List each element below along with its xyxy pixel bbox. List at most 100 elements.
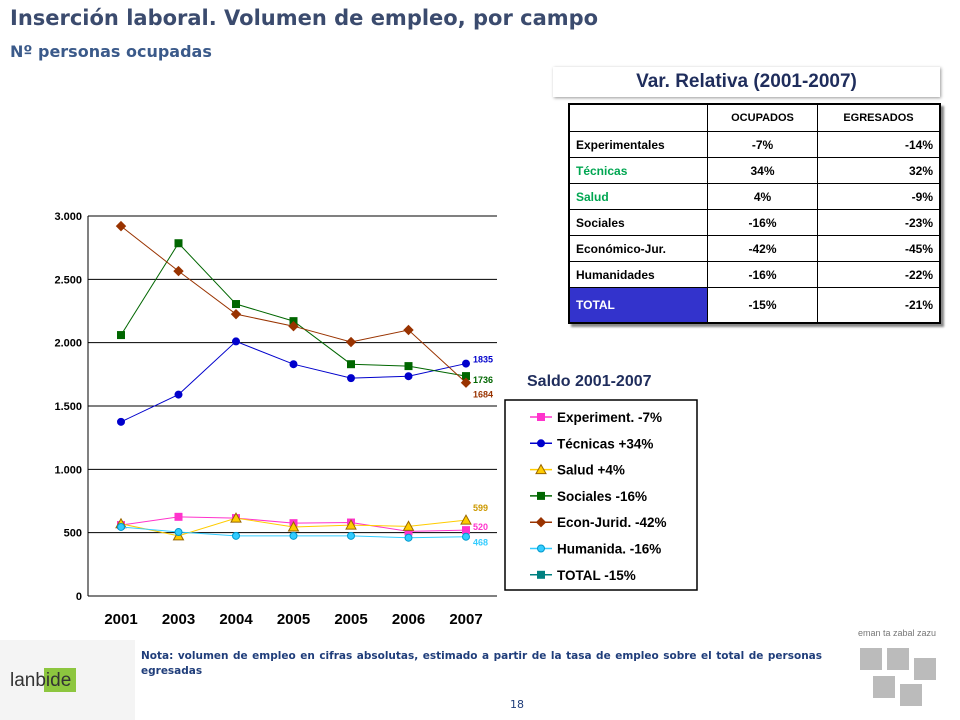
table-cell: Experimentales (568, 131, 708, 158)
table-cell: -15% (707, 287, 818, 324)
table-cell (568, 103, 708, 132)
legend-box (504, 399, 698, 591)
table-cell: -21% (817, 287, 941, 324)
marker (172, 529, 185, 541)
marker (347, 374, 355, 383)
table-cell: Técnicas (568, 157, 708, 184)
table-cell: -22% (817, 261, 941, 288)
x-tick-label: 2004 (219, 611, 253, 628)
series-line (120, 526, 467, 539)
table-cell: Salud (568, 183, 708, 210)
legend-label: TOTAL -15% (557, 568, 636, 583)
marker (404, 362, 413, 371)
marker (173, 265, 184, 277)
marker (462, 532, 470, 541)
table-title: Var. Relativa (2001-2007) (553, 67, 940, 97)
marker (232, 300, 240, 309)
table-row: Salud 4% -9% (568, 183, 941, 210)
marker (115, 517, 127, 529)
marker (289, 531, 298, 540)
table-cell: 4% (707, 183, 818, 210)
table-row: OCUPADOS EGRESADOS (568, 103, 941, 132)
marker (537, 570, 545, 579)
marker (402, 520, 415, 531)
marker (288, 320, 299, 332)
table-row: Sociales -16% -23% (568, 209, 941, 236)
end-label: 1684 (473, 390, 493, 400)
end-label: 1736 (473, 375, 493, 385)
marker (347, 518, 355, 527)
table-row: TOTAL -15% -21% (568, 287, 941, 324)
table-cell: Económico-Jur. (568, 235, 708, 262)
lanbide-logo: lanbide (0, 640, 135, 720)
table-cell: -16% (707, 209, 818, 236)
footnote: Nota: volumen de empleo en cifras absolu… (135, 645, 828, 685)
marker (232, 531, 240, 540)
marker (232, 337, 240, 346)
variation-table: OCUPADOS EGRESADOS Experimentales -7% -14% Té… (568, 103, 941, 324)
series-line (120, 516, 467, 532)
series-line (120, 517, 467, 537)
table-row: Técnicas 34% 32% (568, 157, 941, 184)
logo-accent (44, 668, 76, 692)
end-label: 468 (473, 538, 488, 548)
tagline: eman ta zabal zazu (858, 628, 937, 638)
table-cell: Sociales (568, 209, 708, 236)
series-line (120, 225, 467, 384)
marker (535, 463, 547, 475)
page-number: 18 (510, 698, 524, 711)
marker (289, 360, 298, 369)
marker (347, 360, 355, 369)
table-cell: EGRESADOS (817, 103, 941, 132)
marker (289, 317, 298, 326)
marker (404, 372, 413, 381)
table-cell: OCUPADOS (707, 103, 818, 132)
y-tick-label: 3.000 (54, 211, 82, 223)
legend-label: Técnicas +34% (557, 436, 653, 451)
marker (404, 533, 413, 542)
logo-shape (860, 648, 936, 706)
title: Inserción laboral. Volumen de empleo, po… (10, 6, 599, 30)
table-cell: -9% (817, 183, 941, 210)
y-tick-label: 500 (64, 528, 82, 540)
y-tick-label: 1.000 (54, 464, 82, 476)
marker (174, 512, 183, 521)
table-cell: -16% (707, 261, 818, 288)
marker (537, 413, 545, 421)
y-tick-label: 2.500 (54, 274, 82, 286)
brand: lanbide (10, 670, 72, 691)
subtitle: Nº personas ocupadas (10, 42, 212, 61)
legend-label: Sociales -16% (557, 489, 647, 504)
table-cell: -45% (817, 235, 941, 262)
table-cell: -23% (817, 209, 941, 236)
table-row: Humanidades -16% -22% (568, 261, 941, 288)
series-line (120, 340, 467, 423)
marker (230, 308, 242, 320)
marker (230, 512, 242, 523)
marker (462, 359, 470, 368)
marker (115, 220, 127, 232)
x-tick-label: 2003 (162, 611, 195, 628)
marker (460, 377, 472, 388)
y-tick-label: 1.500 (54, 401, 82, 413)
marker (174, 528, 183, 537)
marker (537, 491, 545, 500)
university-logo (860, 648, 936, 706)
plot-area (88, 216, 497, 596)
marker (537, 439, 545, 448)
end-label: 1835 (473, 355, 493, 365)
marker (462, 372, 470, 381)
x-tick-label: 2005 (277, 611, 310, 628)
table-cell: 34% (707, 157, 818, 184)
marker (287, 520, 300, 532)
marker (347, 531, 355, 540)
table-cell: 32% (817, 157, 941, 184)
marker (345, 519, 357, 530)
table-cell: -7% (707, 131, 818, 158)
marker (117, 521, 125, 530)
table-cell: -14% (817, 131, 941, 158)
marker (404, 527, 413, 536)
legend-title: Saldo 2001-2007 (527, 373, 652, 390)
marker (537, 544, 545, 553)
